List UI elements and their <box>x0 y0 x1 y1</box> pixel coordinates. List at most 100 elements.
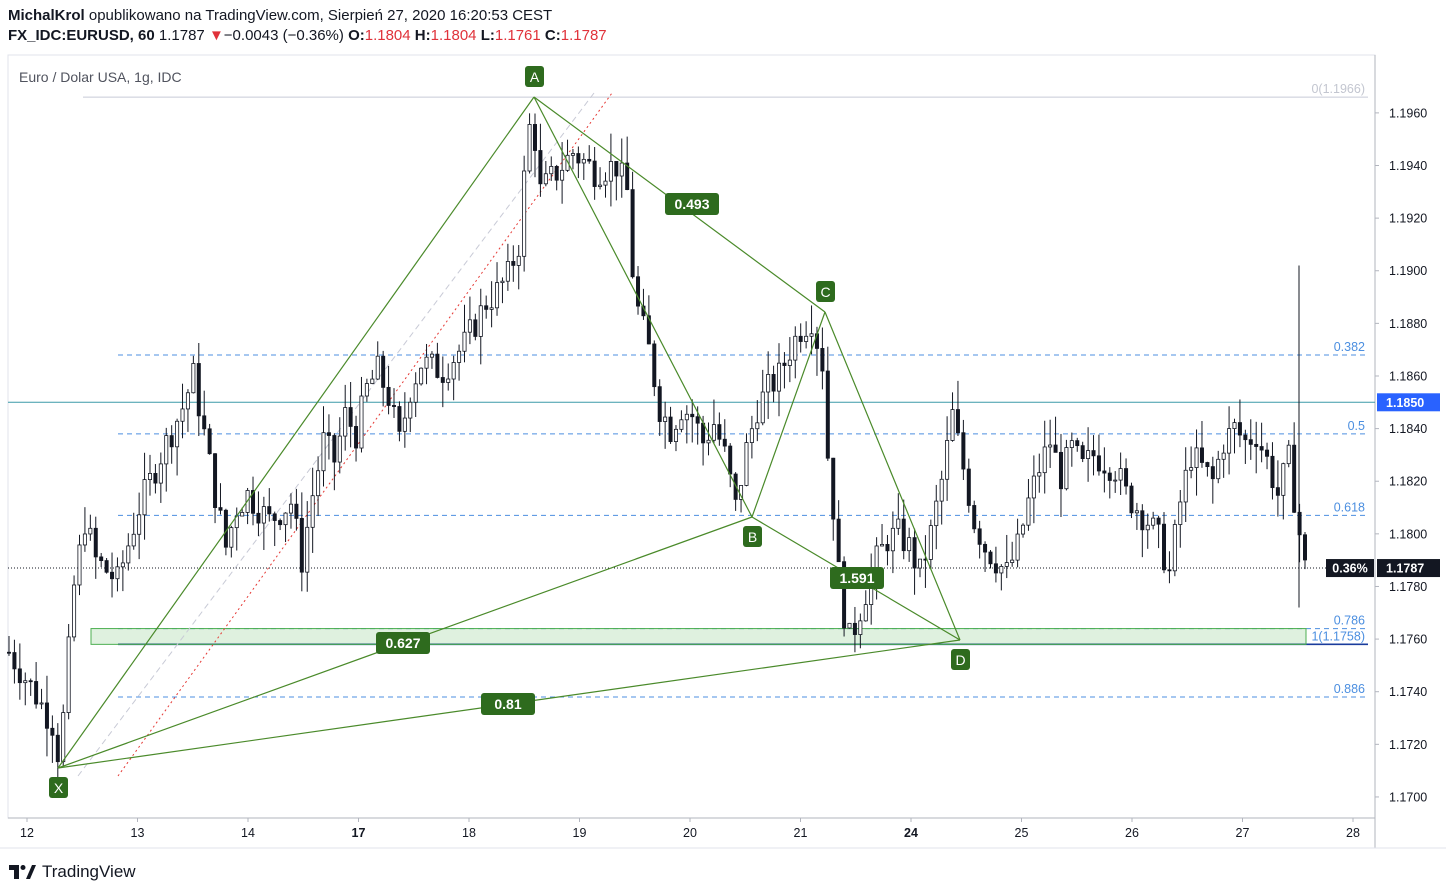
candle-down <box>1275 487 1280 496</box>
candle-up <box>126 545 131 564</box>
candle-down <box>1205 462 1210 468</box>
candle-up <box>158 463 163 484</box>
candle-up <box>793 335 798 361</box>
candle-up <box>1189 467 1194 471</box>
candle-down <box>955 409 960 434</box>
candle-up <box>804 335 809 342</box>
candle-up <box>809 333 814 337</box>
candle-down <box>348 407 353 427</box>
candle-down <box>690 413 695 418</box>
candle-down <box>614 161 619 177</box>
plot-area[interactable] <box>7 54 1376 819</box>
candle-up <box>337 435 342 463</box>
symbol-label[interactable]: FX_IDC:EURUSD, 60 <box>8 27 155 44</box>
y-tick-label: 1.1740 <box>1389 685 1427 699</box>
pattern-ratio-box <box>665 193 719 215</box>
candle-down <box>326 432 331 436</box>
author-name[interactable]: MichalKrol <box>8 7 85 24</box>
candle-up <box>88 527 93 535</box>
candle-up <box>1286 444 1291 465</box>
candle-up <box>1086 450 1091 460</box>
candle-up <box>310 495 315 528</box>
candle-down <box>782 362 787 366</box>
y-tick-label: 1.1760 <box>1389 633 1427 647</box>
candle-up <box>1178 501 1183 525</box>
candle-down <box>717 424 722 440</box>
x-tick-label: 13 <box>131 826 145 840</box>
candle-down <box>267 506 272 515</box>
candle-up <box>364 383 369 397</box>
y-tick-label: 1.1840 <box>1389 422 1427 436</box>
candle-down <box>299 517 304 573</box>
candle-up <box>934 500 939 527</box>
close-label: C: <box>544 27 561 44</box>
candle-down <box>1292 444 1297 513</box>
candle-down <box>1265 449 1270 457</box>
candle-up <box>120 562 125 568</box>
candle-up <box>1026 497 1031 526</box>
pattern-leg-xa <box>57 96 535 769</box>
candle-down <box>1254 443 1259 447</box>
candle-down <box>44 702 49 729</box>
y-tick-label: 1.1820 <box>1389 475 1427 489</box>
candle-up <box>505 261 510 282</box>
candle-down <box>1199 447 1204 463</box>
candle-down <box>912 537 917 569</box>
candle-down <box>207 428 212 455</box>
candle-up <box>413 383 418 403</box>
candle-down <box>966 468 971 506</box>
candle-down <box>771 374 776 392</box>
chart-title: Euro / Dolar USA, 1g, IDC <box>19 69 182 85</box>
pattern-ratio-box <box>481 693 535 715</box>
low-value: 1.1761 <box>494 27 541 44</box>
candle-down <box>646 315 651 345</box>
pattern-leg-ab <box>533 96 753 518</box>
fib-zone <box>90 628 1307 645</box>
candle-up <box>1134 510 1139 514</box>
candle-up <box>131 533 136 547</box>
candle-up <box>429 353 434 358</box>
candle-up <box>478 305 483 337</box>
candle-down <box>983 543 988 553</box>
x-tick-label: 12 <box>20 826 34 840</box>
trend-line-grey <box>77 92 595 777</box>
candle-down <box>842 561 847 629</box>
candle-down <box>218 507 223 511</box>
candle-up <box>673 428 678 442</box>
candle-up <box>858 620 863 635</box>
tradingview-logo-icon[interactable] <box>8 862 36 882</box>
candle-down <box>885 544 890 552</box>
candle-up <box>744 442 749 486</box>
candle-up <box>1216 458 1221 480</box>
candle-up <box>527 124 532 172</box>
candle-down <box>104 560 109 573</box>
candle-up <box>1037 472 1042 477</box>
candle-up <box>370 378 375 384</box>
pattern-point-label: X <box>54 780 64 796</box>
x-tick-label: 25 <box>1015 826 1029 840</box>
candle-down <box>728 445 733 475</box>
x-tick-label: 14 <box>241 826 255 840</box>
candle-down <box>1129 485 1134 514</box>
candle-up <box>500 280 505 284</box>
candle-up <box>1221 452 1226 460</box>
ohlc-line: FX_IDC:EURUSD, 60 1.1787 ▼−0.0043 (−0.36… <box>8 26 607 46</box>
open-label: O: <box>348 27 365 44</box>
y-tick-label: 1.1960 <box>1389 106 1427 120</box>
candle-down <box>332 435 337 463</box>
pattern-ratio-label: 0.81 <box>494 696 521 712</box>
candle-down <box>196 363 201 417</box>
candle-down <box>1237 422 1242 436</box>
candle-down <box>1058 451 1063 490</box>
candle-down <box>988 551 993 565</box>
candle-up <box>462 331 467 352</box>
candle-down <box>278 520 283 526</box>
fib-level-label: 0.5 <box>1348 419 1365 433</box>
y-tick-label: 1.1800 <box>1389 527 1427 541</box>
candle-up <box>457 350 462 363</box>
candle-up <box>1113 479 1118 482</box>
candle-up <box>283 512 288 526</box>
candle-down <box>1210 466 1215 480</box>
candle-down <box>852 622 857 635</box>
